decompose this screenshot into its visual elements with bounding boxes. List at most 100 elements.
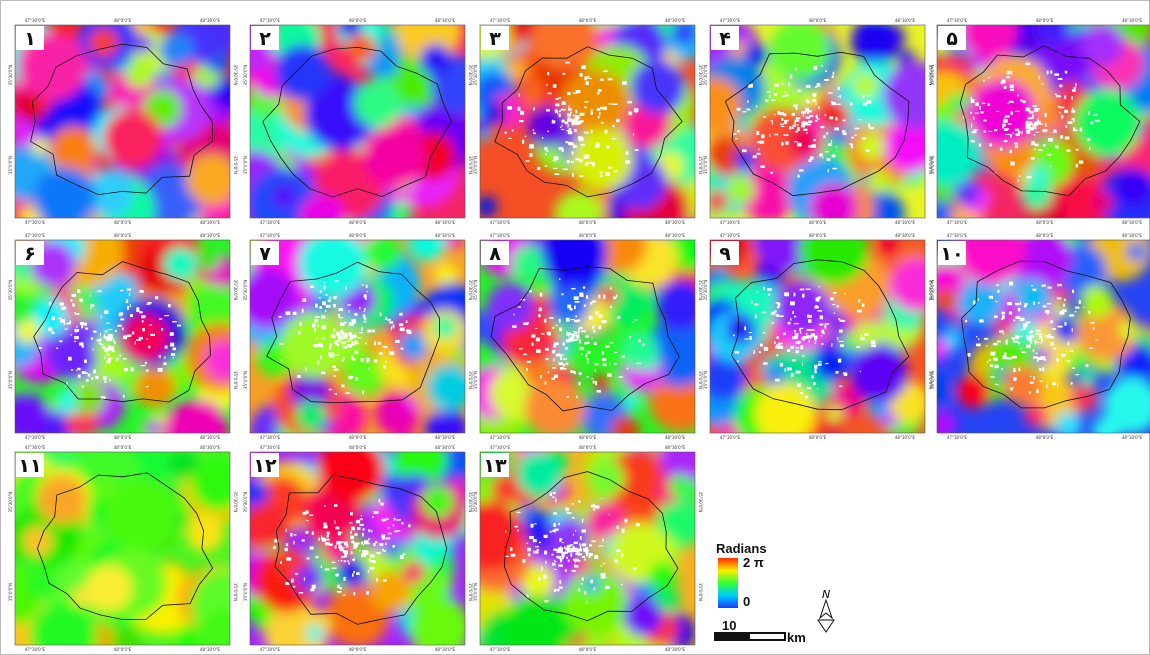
speck	[393, 524, 394, 526]
speck	[596, 143, 600, 147]
panel-label: ۹	[719, 243, 731, 265]
speck	[1079, 161, 1084, 164]
speck	[570, 112, 572, 114]
speck	[792, 359, 796, 361]
speck	[1002, 124, 1005, 127]
panel-label: ۱۳	[483, 455, 507, 477]
lon-label: 47°30'0"E	[25, 220, 46, 225]
speck	[101, 315, 102, 318]
speck	[539, 542, 541, 543]
speck	[312, 531, 314, 534]
speck	[347, 561, 349, 562]
blob	[598, 285, 618, 305]
speck	[321, 566, 322, 568]
speck	[828, 143, 831, 146]
speck	[838, 318, 840, 319]
speck	[533, 129, 534, 131]
speck	[763, 362, 768, 364]
speck	[539, 308, 542, 312]
speck	[159, 355, 161, 357]
speck	[627, 368, 628, 370]
speck	[565, 569, 567, 572]
speck	[317, 324, 318, 327]
speck	[171, 353, 175, 356]
speck	[1052, 382, 1056, 385]
speck	[979, 319, 984, 322]
speck	[344, 357, 345, 360]
lat-label: 35°0'0"N	[233, 156, 238, 174]
speck	[1095, 120, 1100, 122]
speck	[124, 368, 128, 371]
speck	[1006, 339, 1007, 343]
speck	[545, 165, 547, 166]
speck	[81, 324, 83, 328]
lat-label: 35°0'0"N	[8, 583, 13, 601]
speck	[1002, 312, 1006, 315]
speck	[1046, 385, 1047, 389]
speck	[325, 568, 330, 570]
lat-label: 35°0'0"N	[233, 371, 238, 389]
speck	[48, 328, 52, 332]
speck	[1039, 75, 1040, 79]
speck	[970, 140, 974, 142]
speck	[1047, 303, 1051, 304]
speck	[774, 93, 777, 96]
lon-label: 48°30'0"E	[435, 435, 456, 440]
speck	[552, 367, 556, 368]
speck	[984, 338, 988, 340]
blob	[642, 354, 659, 371]
lon-label: 47°30'0"E	[25, 233, 46, 238]
speck	[1036, 330, 1041, 332]
speck	[568, 131, 572, 134]
speck	[344, 334, 348, 336]
speck	[293, 541, 294, 545]
speck	[333, 352, 334, 355]
speck	[519, 120, 523, 122]
blob	[362, 125, 425, 188]
speck	[818, 286, 819, 287]
blob	[755, 383, 816, 444]
lon-label: 47°30'0"E	[25, 435, 46, 440]
lon-label: 48°0'0"E	[349, 647, 367, 652]
speck	[792, 113, 795, 116]
speck	[560, 367, 564, 370]
speck	[1036, 342, 1039, 343]
blob	[50, 126, 97, 173]
speck	[554, 569, 557, 570]
speck	[71, 369, 73, 370]
speck	[321, 371, 325, 374]
speck	[772, 99, 776, 100]
speck	[581, 353, 582, 355]
speck	[350, 536, 354, 540]
scale-value: 10	[722, 618, 736, 633]
speck	[544, 535, 548, 538]
speck	[584, 305, 586, 307]
speck	[348, 563, 350, 565]
speck	[337, 340, 341, 342]
blob	[420, 44, 452, 76]
speck	[864, 333, 868, 336]
speck	[323, 525, 327, 528]
speck	[812, 99, 816, 101]
speck	[1064, 110, 1068, 113]
speck	[533, 550, 534, 553]
speck	[603, 70, 607, 72]
blob	[93, 476, 118, 501]
speck	[993, 343, 998, 345]
speck	[554, 523, 556, 525]
speck	[844, 373, 848, 376]
speck	[817, 310, 822, 311]
speck	[819, 324, 823, 326]
speck	[996, 284, 999, 286]
speck	[1007, 302, 1008, 304]
lon-label: 48°30'0"E	[200, 233, 221, 238]
speck	[838, 87, 840, 90]
blob	[159, 32, 194, 67]
speck	[527, 361, 531, 363]
speck	[1052, 328, 1056, 330]
speck	[115, 330, 117, 332]
speck	[547, 131, 549, 132]
panel: ۱۱47°30'0"E47°30'0"E48°0'0"E48°0'0"E48°3…	[0, 426, 261, 655]
panel: ۴47°30'0"E47°30'0"E48°0'0"E48°0'0"E48°30…	[687, 14, 950, 243]
speck	[584, 558, 586, 560]
